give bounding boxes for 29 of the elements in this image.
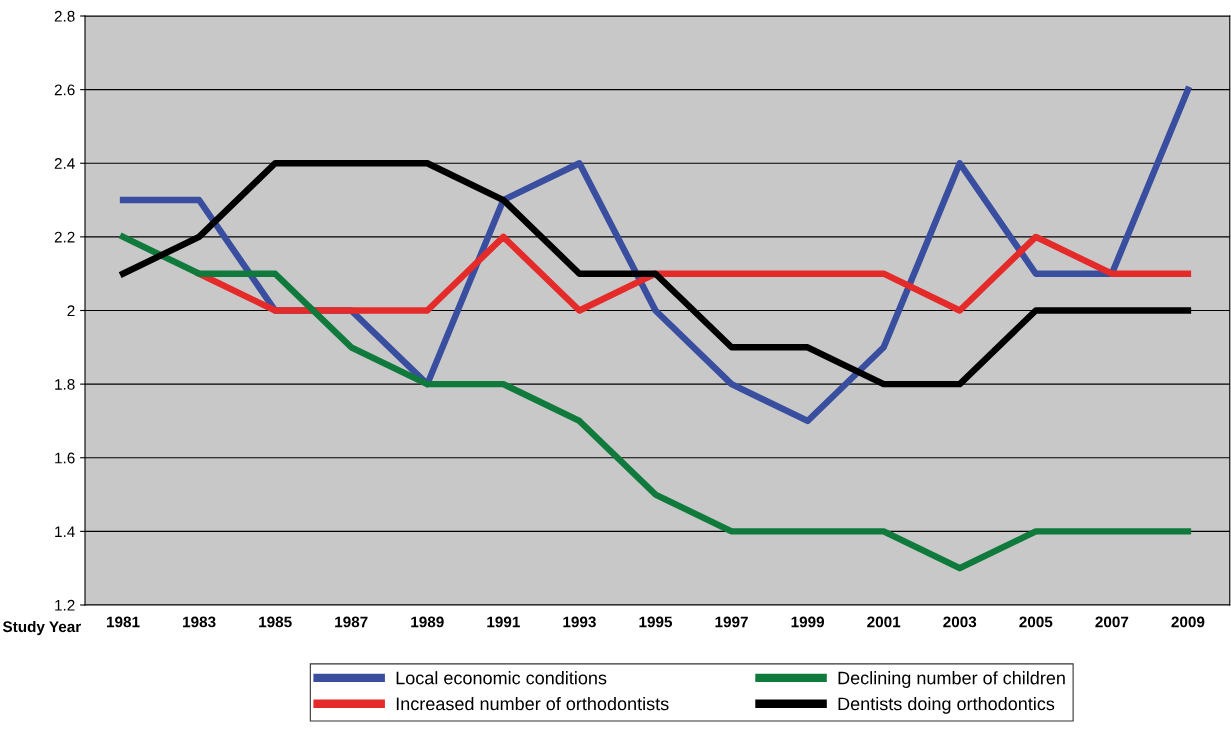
y-tick-label: 1.8: [55, 378, 75, 390]
x-tick-label: 2003: [943, 616, 977, 628]
y-tick-label: 2.2: [54, 231, 75, 243]
x-tick-label: 1997: [715, 616, 748, 628]
x-tick-label: 2007: [1095, 616, 1129, 628]
x-tick-label: 1987: [335, 616, 368, 628]
x-axis-title: Study Year: [2, 620, 81, 636]
y-tick-label: 1.4: [55, 526, 75, 537]
x-tick-label: 2009: [1171, 616, 1205, 628]
y-tick-label: 2.4: [54, 158, 75, 169]
x-tick-label: 1999: [791, 616, 825, 628]
legend-label: Local economic conditions: [396, 671, 607, 685]
x-tick-label: 1995: [639, 616, 673, 628]
x-tick-label: 2005: [1019, 616, 1053, 628]
y-tick-label: 1.6: [55, 452, 75, 464]
x-tick-label: 1991: [487, 616, 520, 628]
x-tick-label: 1983: [183, 616, 216, 628]
x-tick-label: 1989: [411, 616, 444, 628]
legend-label: Declining number of children: [838, 671, 1065, 688]
y-tick-label: 2.6: [54, 84, 75, 96]
legend-label: Increased number of orthodontists: [396, 696, 669, 711]
x-tick-label: 2001: [867, 616, 901, 628]
y-tick-label: 2.8: [54, 10, 75, 22]
x-tick-label: 1981: [107, 616, 140, 628]
y-tick-label: 1.2: [55, 599, 75, 611]
x-tick-label: 1993: [563, 616, 596, 628]
legend-label: Dentists doing orthodontics: [838, 696, 1055, 714]
x-tick-label: 1985: [259, 616, 292, 628]
y-tick-label: 2: [67, 305, 75, 317]
